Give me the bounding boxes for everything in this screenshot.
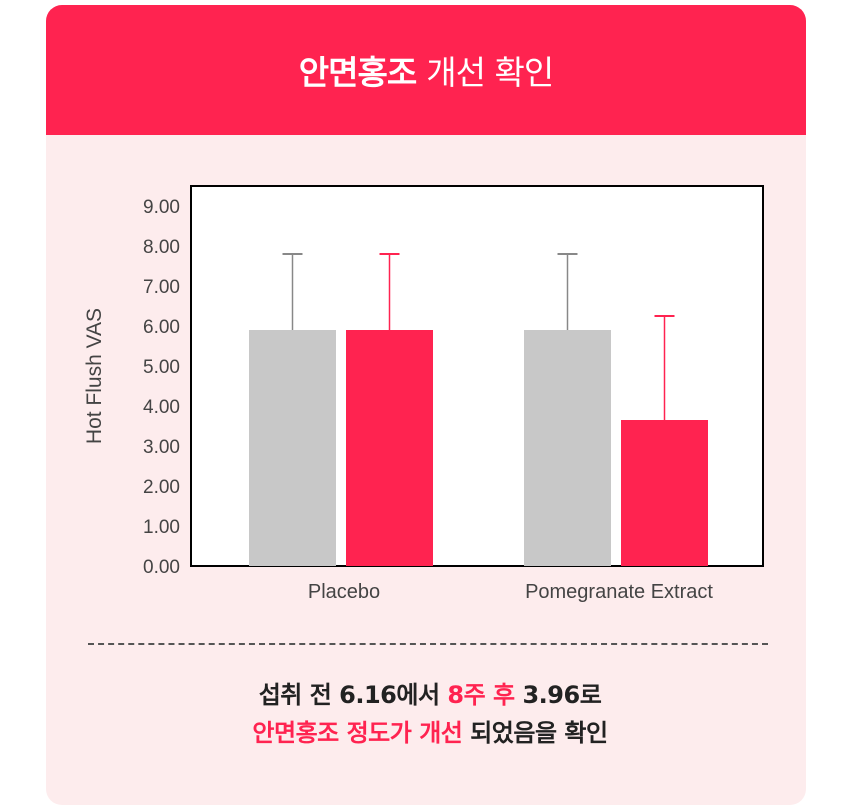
summary-line1-b: 3.96로 — [514, 681, 602, 709]
y-tick-label: 4.00 — [143, 397, 180, 418]
y-tick-label: 3.00 — [143, 437, 180, 458]
summary-line1-highlight: 8주 후 — [447, 681, 515, 709]
y-tick-label: 9.00 — [143, 197, 180, 218]
dashed-divider — [88, 643, 768, 645]
summary-line-1: 섭취 전 6.16에서 8주 후 3.96로 — [0, 676, 860, 714]
y-tick-label: 5.00 — [143, 357, 180, 378]
header-title-rest: 개선 확인 — [426, 53, 554, 92]
summary-line1-a: 섭취 전 6.16에서 — [258, 681, 448, 709]
card-header: 안면홍조 개선 확인 — [46, 5, 806, 135]
bar — [621, 420, 708, 566]
bar-chart: 0.00 1.00 2.00 3.00 4.00 5.00 6.00 7.00 8.00 9.00… — [83, 185, 764, 603]
y-tick-label: 2.00 — [143, 477, 180, 498]
y-tick-label: 7.00 — [143, 277, 180, 298]
summary-text: 섭취 전 6.16에서 8주 후 3.96로 안면홍조 정도가 개선 되었음을 … — [0, 676, 860, 752]
header-title-bold: 안면홍조 — [298, 53, 417, 92]
x-tick-label: Placebo — [308, 581, 380, 603]
y-axis-label: Hot Flush VAS — [83, 308, 106, 444]
y-tick-label: 1.00 — [143, 517, 180, 538]
y-tick-label: 0.00 — [143, 557, 180, 578]
summary-line2-highlight: 안면홍조 정도가 개선 — [252, 719, 463, 747]
summary-line2-b: 되었음을 확인 — [462, 719, 608, 747]
bar — [249, 330, 336, 566]
x-tick-label: Pomegranate Extract — [525, 581, 713, 603]
y-tick-label: 6.00 — [143, 317, 180, 338]
y-tick-label: 8.00 — [143, 237, 180, 258]
bar — [346, 330, 433, 566]
summary-line-2: 안면홍조 정도가 개선 되었음을 확인 — [0, 714, 860, 752]
bar — [524, 330, 611, 566]
